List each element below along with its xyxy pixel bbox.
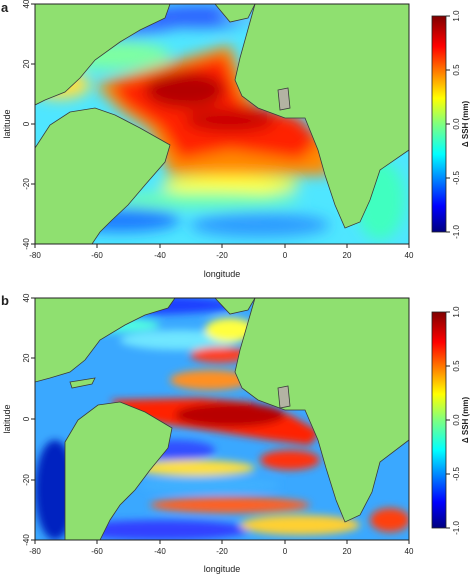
x-tick-label: -60 [91, 547, 103, 556]
ghana-a [277, 87, 291, 111]
panel-a-letter: a [1, 0, 9, 15]
y-tick-label: -20 [22, 178, 31, 190]
greenland-a [214, 4, 256, 23]
colorbar-tick: -0.5 [452, 467, 461, 481]
panel-b-map [35, 298, 409, 540]
colorbar-a [431, 15, 447, 233]
panel-b-ylabel: latitude [2, 404, 12, 433]
y-tick-label: -40 [22, 238, 31, 250]
x-tick-label: -40 [154, 547, 166, 556]
panel-b-x-ticks: -80 -60 -40 -20 0 20 40 [29, 540, 414, 556]
colorbar-tick: 0.5 [452, 360, 461, 372]
colorbar-tick: -1.0 [452, 521, 461, 535]
x-tick-label: 0 [283, 251, 288, 260]
africa-europe-b [234, 298, 409, 523]
colorbar-tick: -1.0 [452, 225, 461, 239]
colorbar-tick: 0.0 [452, 118, 461, 130]
colorbar-tick: 1.0 [452, 306, 461, 318]
colorbar-tick: 0.5 [452, 64, 461, 76]
x-tick-label: -20 [216, 547, 228, 556]
y-tick-label: -40 [22, 534, 31, 546]
panel-a-xlabel: longitude [204, 269, 241, 279]
panel-a-colorbar: 1.0 0.5 0.0 -0.5 -1.0 Δ SSH (mm) [431, 10, 470, 239]
greenland-b [214, 298, 256, 315]
land-a [35, 4, 409, 244]
x-tick-label: 20 [343, 547, 352, 556]
x-tick-label: -40 [154, 251, 166, 260]
y-tick-label: 40 [22, 0, 31, 8]
y-tick-label: 40 [22, 293, 31, 302]
panel-a: a [1, 0, 470, 279]
x-tick-label: 20 [343, 251, 352, 260]
y-tick-label: 0 [22, 121, 31, 126]
panel-a-x-ticks: -80 -60 -40 -20 0 20 40 [29, 244, 414, 260]
colorbar-label-b: Δ SSH (mm) [461, 397, 470, 444]
y-tick-label: 20 [22, 353, 31, 362]
africa-europe-a [234, 4, 409, 229]
panel-b-xlabel: longitude [204, 564, 241, 574]
x-tick-label: 40 [405, 547, 414, 556]
panel-b: b [1, 293, 470, 574]
x-tick-label: -20 [216, 251, 228, 260]
panel-a-ylabel: latitude [2, 109, 12, 138]
south-america-a [35, 107, 171, 244]
x-tick-label: 0 [283, 547, 288, 556]
x-tick-label: 40 [405, 251, 414, 260]
colorbar-b [431, 311, 447, 529]
north-america-b [35, 298, 176, 383]
x-tick-label: -80 [29, 547, 41, 556]
x-tick-label: -60 [91, 251, 103, 260]
colorbar-tick: 1.0 [452, 10, 461, 22]
y-tick-label: 20 [22, 59, 31, 68]
panel-b-y-ticks: 40 20 0 -20 -40 [22, 293, 35, 546]
colorbar-label-a: Δ SSH (mm) [461, 101, 470, 148]
colorbar-tick: 0.0 [452, 414, 461, 426]
y-tick-label: 0 [22, 416, 31, 421]
caribbean-b [69, 377, 96, 389]
panel-b-letter: b [1, 293, 9, 308]
panel-a-y-ticks: 40 20 0 -20 -40 [22, 0, 35, 250]
land-b [35, 298, 409, 540]
y-tick-label: -20 [22, 474, 31, 486]
panel-b-colorbar: 1.0 0.5 0.0 -0.5 -1.0 Δ SSH (mm) [431, 306, 470, 535]
ghana-b [277, 385, 291, 409]
north-america-a [35, 4, 171, 106]
x-tick-label: -80 [29, 251, 41, 260]
south-america-b [64, 401, 173, 540]
panel-a-map [35, 4, 409, 244]
colorbar-tick: -0.5 [452, 171, 461, 185]
